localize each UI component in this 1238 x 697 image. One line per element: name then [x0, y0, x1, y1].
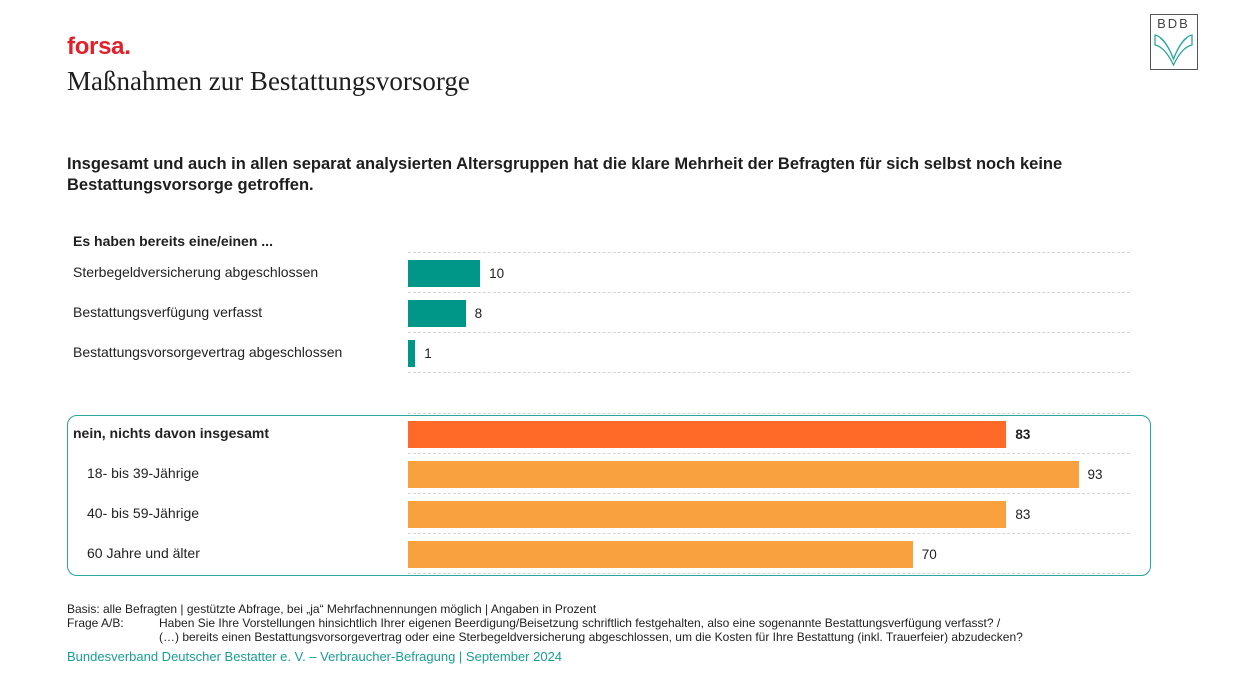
headline: Insgesamt und auch in allen separat anal… [67, 155, 1063, 194]
question-text-2: (…) bereits einen Bestattungsvorsorgever… [159, 630, 1023, 644]
gridline [408, 573, 1130, 574]
bdb-book-icon: BDB [1154, 16, 1193, 67]
bdb-logo: BDB [1150, 14, 1198, 70]
category-label: 40- bis 59-Jährige [87, 505, 200, 521]
category-label: 18- bis 39-Jährige [87, 465, 200, 481]
bar [408, 260, 481, 287]
value-label: 70 [921, 547, 937, 562]
group-label: Es haben bereits eine/einen ... [73, 233, 273, 249]
gridline [408, 533, 1130, 534]
value-label: 83 [1015, 507, 1031, 522]
bar [408, 541, 913, 568]
page-title: Maßnahmen zur Bestattungsvorsorge [67, 66, 470, 96]
gridline [408, 413, 1130, 414]
value-label: 1 [424, 346, 432, 361]
value-label: 83 [1015, 427, 1031, 442]
source-line: Bundesverband Deutscher Bestatter e. V. … [67, 649, 563, 664]
gridline [408, 292, 1130, 293]
basis-note: Basis: alle Befragten | gestützte Abfrag… [67, 602, 597, 616]
gridline [408, 372, 1130, 373]
gridline [408, 493, 1130, 494]
value-label: 10 [489, 266, 505, 281]
gridline [408, 453, 1130, 454]
highlight-box [67, 415, 1151, 576]
category-label: Bestattungsvorsorgevertrag abgeschlossen [73, 344, 343, 360]
bdb-logo-text: BDB [1157, 16, 1190, 31]
bar [408, 461, 1079, 488]
value-label: 93 [1087, 467, 1103, 482]
bar [408, 340, 416, 367]
category-label: Bestattungsverfügung verfasst [73, 304, 263, 320]
bar [408, 501, 1007, 528]
category-label: Sterbegeldversicherung abgeschlossen [73, 264, 319, 280]
bar [408, 421, 1007, 448]
category-label: 60 Jahre und älter [87, 545, 200, 561]
question-label: Frage A/B: [67, 616, 124, 630]
gridline [408, 332, 1130, 333]
question-text-1: Haben Sie Ihre Vorstellungen hinsichtlic… [159, 616, 1001, 630]
gridline [408, 252, 1130, 253]
forsa-logo: forsa. [67, 33, 131, 60]
footer-notes: Basis: alle Befragten | gestützte Abfrag… [67, 602, 1023, 644]
category-label: nein, nichts davon insgesamt [73, 425, 270, 441]
bar [408, 300, 466, 327]
value-label: 8 [474, 306, 483, 321]
